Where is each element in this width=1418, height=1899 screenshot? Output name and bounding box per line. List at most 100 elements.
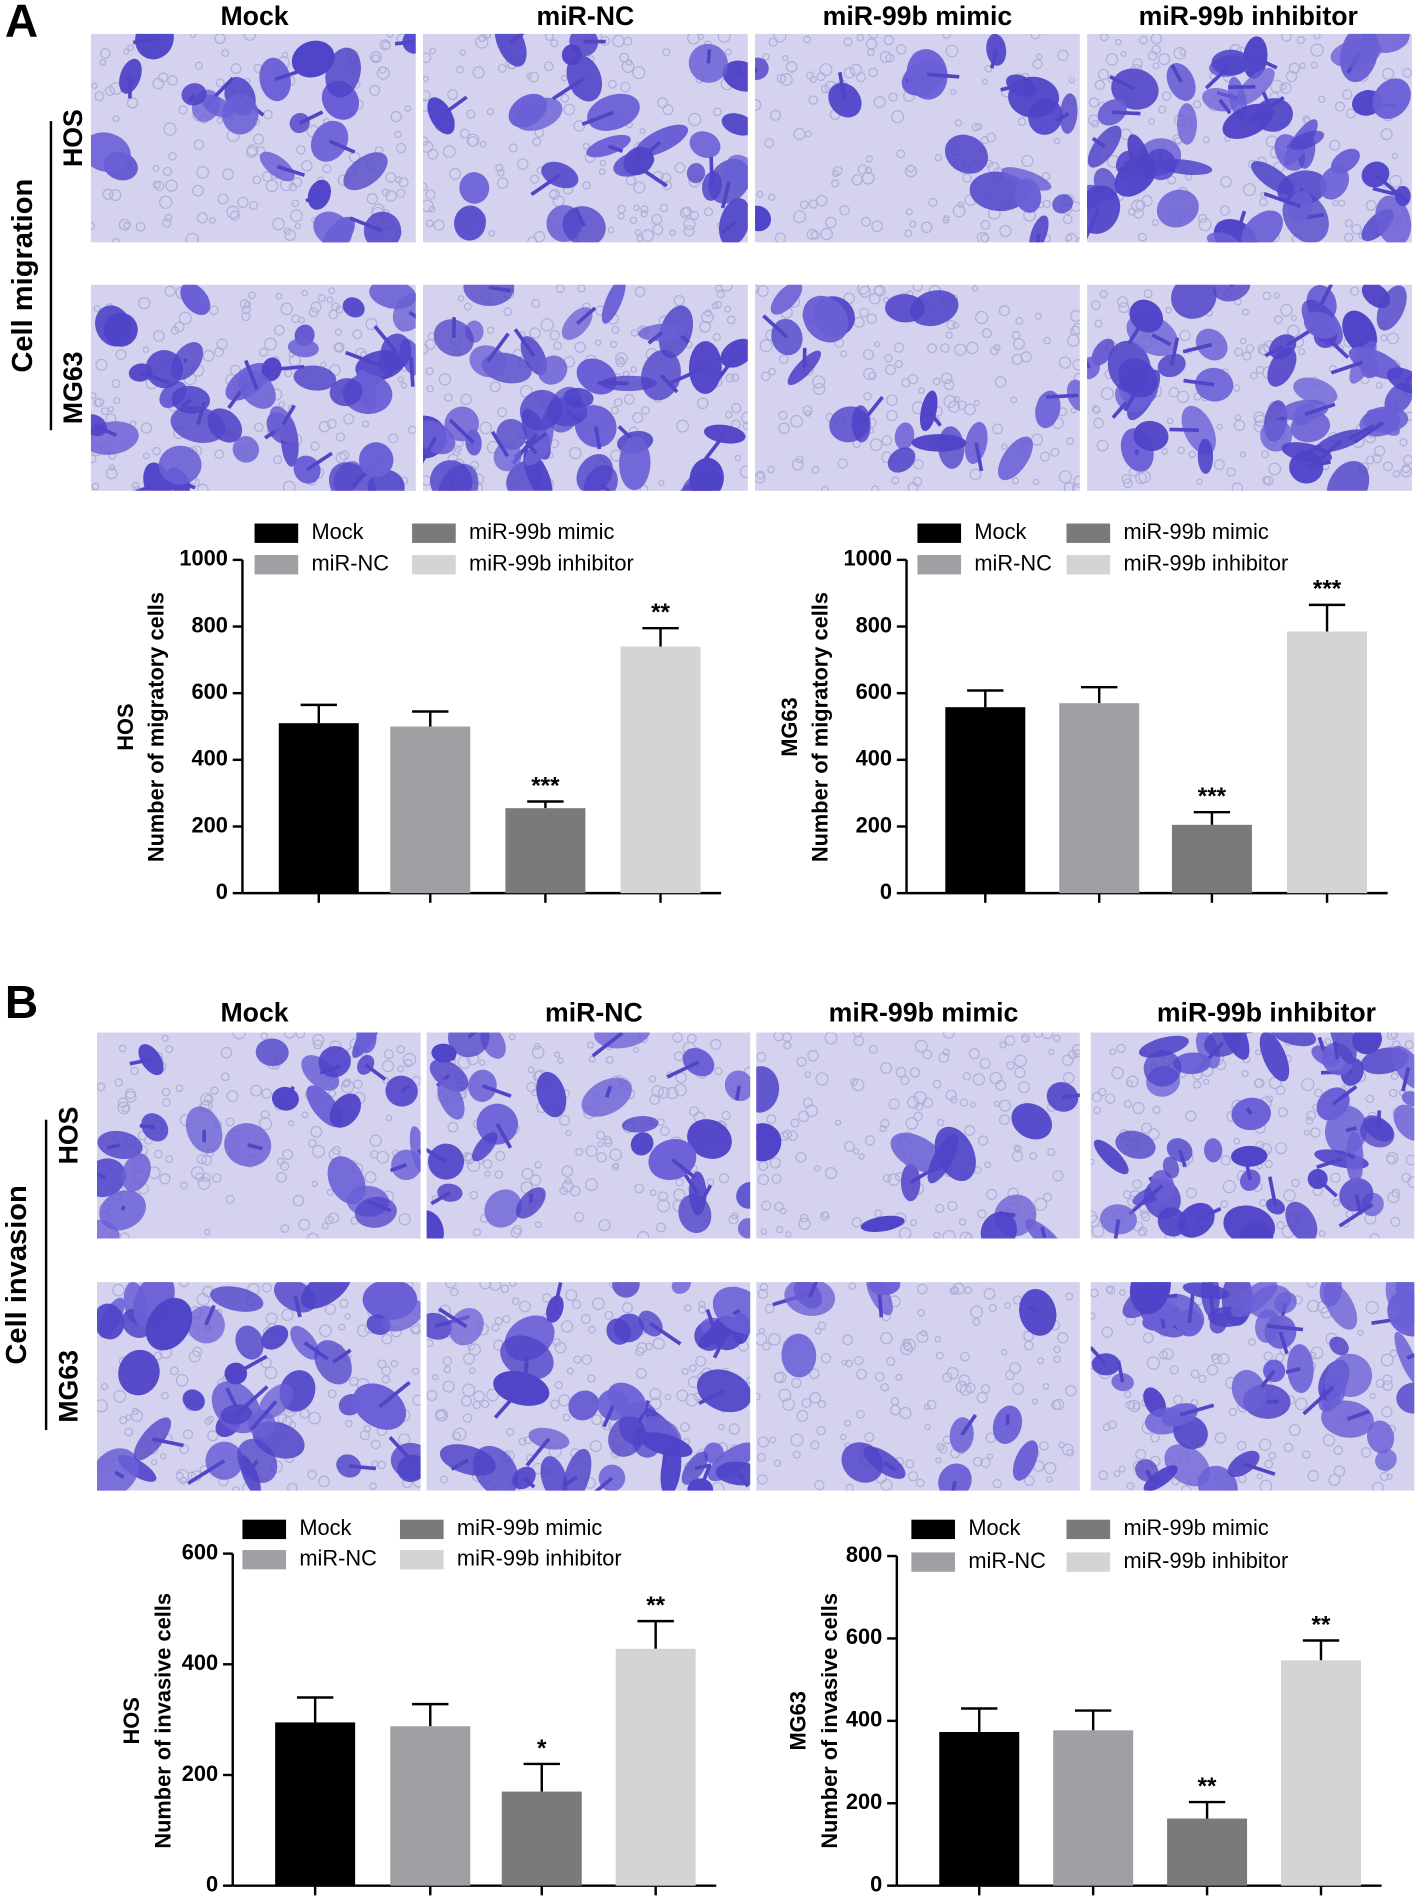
legend-swatch [412,555,456,574]
y-tick-label: 600 [182,1539,218,1564]
row-label: HOS [53,1107,83,1165]
legend-swatch [917,524,961,543]
legend-label: miR-99b inhibitor [1123,550,1288,575]
panel-letter: A [5,0,38,46]
bar [1053,1730,1133,1885]
significance-label: *** [531,772,560,799]
y-tick-label: 400 [182,1650,218,1675]
bar [390,727,470,894]
panel-letter: B [5,976,38,1028]
stained-cell [1177,103,1197,145]
column-label: Mock [220,997,288,1027]
micrograph [402,268,760,524]
y-axis-label: Number of migratory cells [143,592,168,862]
legend-swatch [1067,524,1111,543]
legend-label: miR-NC [974,550,1051,575]
y-axis-label: HOS [119,1697,144,1744]
bar [1172,825,1252,893]
cell-process [184,360,187,362]
bar [1281,1660,1361,1885]
micrograph [1089,1256,1418,1514]
micrograph [751,277,1093,493]
cell-process [450,481,451,494]
y-tick-label: 200 [182,1761,218,1786]
micrograph [1085,1003,1418,1253]
bar [275,1722,355,1885]
cell-process [1136,450,1137,455]
micrograph [1070,13,1418,264]
cell-process [526,1357,527,1376]
y-tick-label: 200 [856,812,892,837]
legend-swatch [911,1552,955,1571]
y-axis-label: Number of invasive cells [151,1593,176,1849]
legend-swatch [1067,555,1111,574]
y-tick-label: 400 [856,746,892,771]
column-label: miR-99b mimic [829,997,1019,1027]
legend-label: miR-NC [968,1548,1045,1573]
legend-label: miR-99b mimic [457,1515,602,1540]
cell-process [272,367,305,370]
y-tick-label: 0 [206,1871,218,1896]
bar [279,723,359,893]
y-tick-label: 600 [856,679,892,704]
cell-process [130,76,131,98]
legend-swatch [400,1550,444,1569]
cell-process [598,383,629,384]
y-tick-label: 400 [846,1707,882,1732]
y-tick-label: 1000 [843,546,892,571]
cell-process [737,1086,739,1100]
legend-label: Mock [974,519,1026,544]
legend-label: miR-99b mimic [1123,519,1268,544]
micrograph [730,30,1083,254]
significance-label: *** [1198,783,1227,810]
cell-process [1046,395,1078,397]
bar [390,1726,470,1885]
column-label: miR-99b mimic [823,1,1013,31]
cell-process [879,1295,881,1318]
column-label: Mock [220,1,288,31]
micrograph [418,14,766,254]
legend-label: miR-99b mimic [469,519,614,544]
legend-swatch [242,1550,286,1569]
y-tick-label: 0 [216,879,228,904]
significance-label: * [537,1735,547,1762]
y-tick-label: 200 [192,812,228,837]
legend-label: miR-99b inhibitor [1123,1548,1288,1573]
micrograph [732,1027,1095,1261]
y-tick-label: 600 [192,679,228,704]
y-axis-label: MG63 [786,1691,811,1750]
cell-process [123,1206,124,1210]
cell-process [395,42,414,44]
cell-process [1162,1319,1164,1328]
micrograph [82,1259,437,1505]
cell-process [681,491,696,519]
bar [502,1792,582,1886]
cell-process [1232,262,1233,287]
micrograph [754,1270,1080,1508]
significance-label: ** [651,599,670,626]
bar [1059,703,1139,893]
y-tick-label: 1000 [179,546,228,571]
legend-label: miR-NC [299,1545,376,1570]
cell-process [1367,1040,1369,1043]
section-label: Cell migration [7,179,39,373]
row-label: HOS [58,109,88,167]
legend-label: miR-NC [312,550,389,575]
bar [505,808,585,893]
legend-swatch [400,1520,444,1539]
cell-process [140,1126,155,1128]
legend-swatch [917,555,961,574]
bar [621,647,701,894]
legend-swatch [412,524,456,543]
legend-label: miR-99b mimic [1123,1515,1268,1540]
y-axis-label: Number of invasive cells [817,1593,842,1849]
micrograph [415,1269,775,1509]
bar [939,1732,1019,1886]
cell-process [1037,234,1039,251]
column-label: miR-99b inhibitor [1157,997,1376,1027]
y-axis-label: Number of migratory cells [807,592,832,862]
micrograph [74,1008,441,1253]
legend-label: miR-99b inhibitor [457,1545,622,1570]
legend-swatch [1067,1520,1111,1539]
